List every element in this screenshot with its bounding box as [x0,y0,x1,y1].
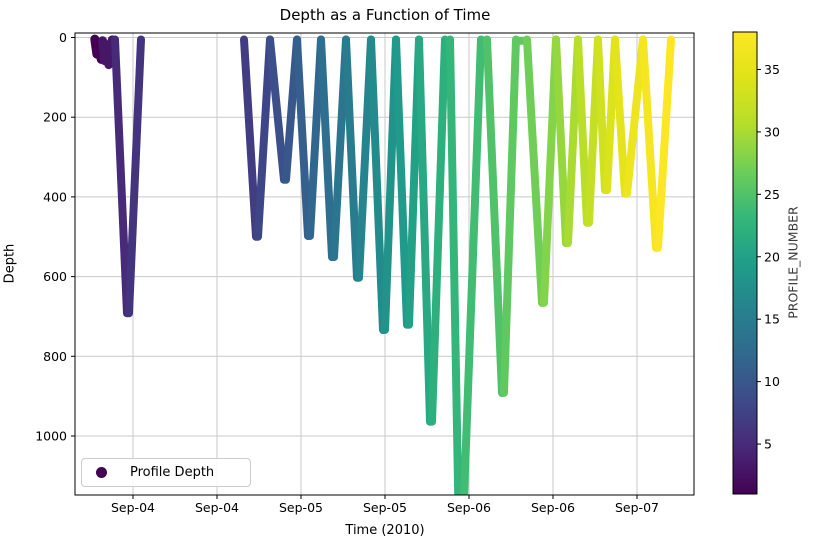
dive-1-up [125,35,145,318]
colorbar-tick-label: 5 [764,437,772,452]
dive-17-up [654,35,675,252]
dive-13-down [552,35,570,248]
colorbar: 5 10 15 20 25 30 35 [732,31,780,495]
x-axis-label: Time (2010) [345,523,425,538]
dive-12-down [523,35,546,307]
dive-1-down [111,35,131,318]
y-tick-label: 1000 [35,429,67,444]
dive-5-down [317,35,336,262]
y-tick-label: 600 [43,269,67,284]
dive-14-down [574,35,591,227]
y-tick-label: 400 [43,189,67,204]
dive-3-down [266,35,288,184]
y-tick-label: 800 [43,349,67,364]
colorbar-gradient [732,31,758,495]
colorbar-tick-label: 30 [764,124,780,139]
x-tick-label: Sep-05 [279,500,323,515]
legend-marker-dot [96,467,107,478]
dive-2-down [240,35,260,241]
dive-12-up [540,35,560,307]
legend-label: Profile Depth [130,465,215,480]
chart-title: Depth as a Function of Time [279,6,491,24]
dive-6-down [342,35,361,282]
dive-10-down [446,35,463,495]
dive-7-down [367,35,387,334]
dive-8-down [392,35,411,329]
dive-16-up [623,35,647,198]
dive-10-up [460,35,485,495]
x-tick-label: Sep-04 [195,500,239,515]
dive-4-down [293,35,312,240]
colorbar-tick-label: 15 [764,312,780,327]
dive-11-up [500,35,520,397]
colorbar-tick-label: 20 [764,249,780,264]
dive-9-down [415,35,434,426]
scatter-data [90,34,675,495]
x-tick-label: Sep-06 [447,500,491,515]
colorbar-tick-label: 10 [764,374,780,389]
dive-11-down [483,35,506,397]
colorbar-tick-label: 35 [764,62,780,77]
y-axis-label: Depth [2,243,18,284]
x-tick-label: Sep-04 [111,500,155,515]
colorbar-label: PROFILE_NUMBER [785,206,801,319]
surface-blob-2 [98,35,117,70]
dive-2-up [254,35,274,241]
legend: Profile Depth [81,458,251,487]
dive-17-down [639,35,660,252]
x-tick-label: Sep-06 [531,500,575,515]
dive-9-up [428,35,449,426]
y-tick-label: 0 [59,30,67,45]
x-tick-label: Sep-07 [615,500,659,515]
dive-15-down [594,35,609,195]
colorbar-tick-label: 25 [764,187,780,202]
tick-labels: Sep-04 Sep-04 Sep-05 Sep-05 Sep-06 Sep-06 Sep-… [35,30,659,515]
y-tick-label: 200 [43,110,67,125]
tick-marks [71,37,638,499]
dive-16-down [611,35,629,198]
x-tick-label: Sep-05 [363,500,407,515]
